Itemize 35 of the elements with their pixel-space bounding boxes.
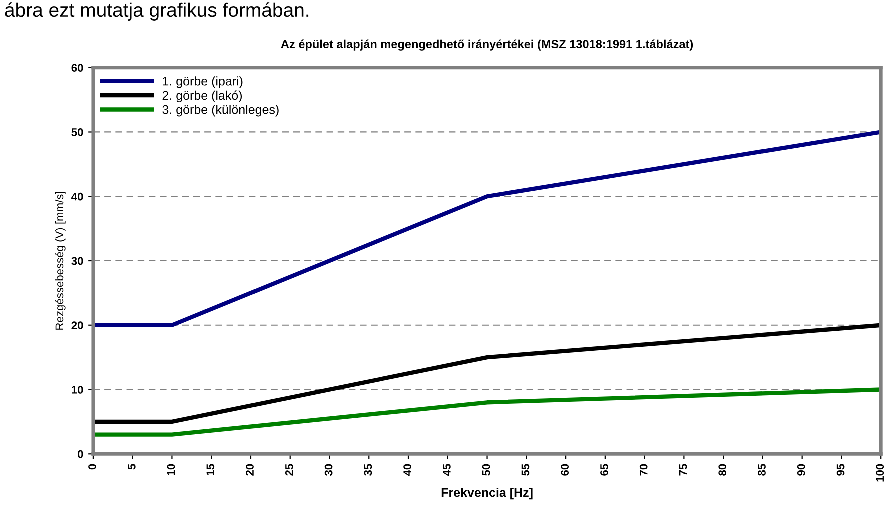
y-axis-title: Rezgéssebesség (V) [mm/s] <box>55 192 66 330</box>
x-tick-label: 60 <box>561 464 570 476</box>
x-tick-label: 90 <box>797 464 806 476</box>
x-tick-label: 35 <box>364 464 372 476</box>
x-tick-label: 30 <box>324 464 333 476</box>
y-tick-label: 60 <box>72 64 84 72</box>
x-tick-label: 100 <box>876 464 884 482</box>
x-tick-label: 40 <box>404 464 412 476</box>
legend-label: 1. görbe (ipari) <box>163 76 243 88</box>
y-tick-label: 30 <box>72 257 84 266</box>
x-tick-label: 80 <box>718 464 727 476</box>
y-tick-label: 10 <box>72 386 84 394</box>
x-tick-label: 5 <box>128 464 136 470</box>
x-tick-label: 65 <box>600 464 608 476</box>
y-tick-label: 40 <box>72 192 84 201</box>
x-tick-label: 55 <box>522 464 530 476</box>
x-tick-label: 85 <box>758 464 766 476</box>
x-tick-label: 15 <box>206 464 215 476</box>
chart-title: Az épület alapján megengedhető irányértékei (MSZ 13018:1991 1.táblázat) <box>281 40 694 51</box>
x-tick-label: 95 <box>836 464 845 476</box>
x-tick-label: 0 <box>88 464 96 470</box>
y-tick-label: 50 <box>72 128 84 136</box>
text: ábra ezt mutatja grafikus formában. <box>5 2 309 21</box>
x-tick-label: 50 <box>482 464 490 476</box>
x-tick-label: 10 <box>167 464 176 476</box>
x-tick-label: 70 <box>640 464 648 476</box>
legend-label: 3. görbe (különleges) <box>162 105 279 117</box>
x-tick-label: 25 <box>285 464 294 476</box>
x-tick-label: 75 <box>679 464 688 476</box>
legend-label: 2. görbe (lakó) <box>162 90 242 103</box>
y-tick-label: 20 <box>72 322 84 330</box>
x-tick-label: 45 <box>443 464 451 476</box>
y-tick-label: 0 <box>78 450 84 458</box>
x-tick-label: 20 <box>246 464 254 476</box>
x-axis-title: Frekvencia [Hz] <box>442 488 533 500</box>
